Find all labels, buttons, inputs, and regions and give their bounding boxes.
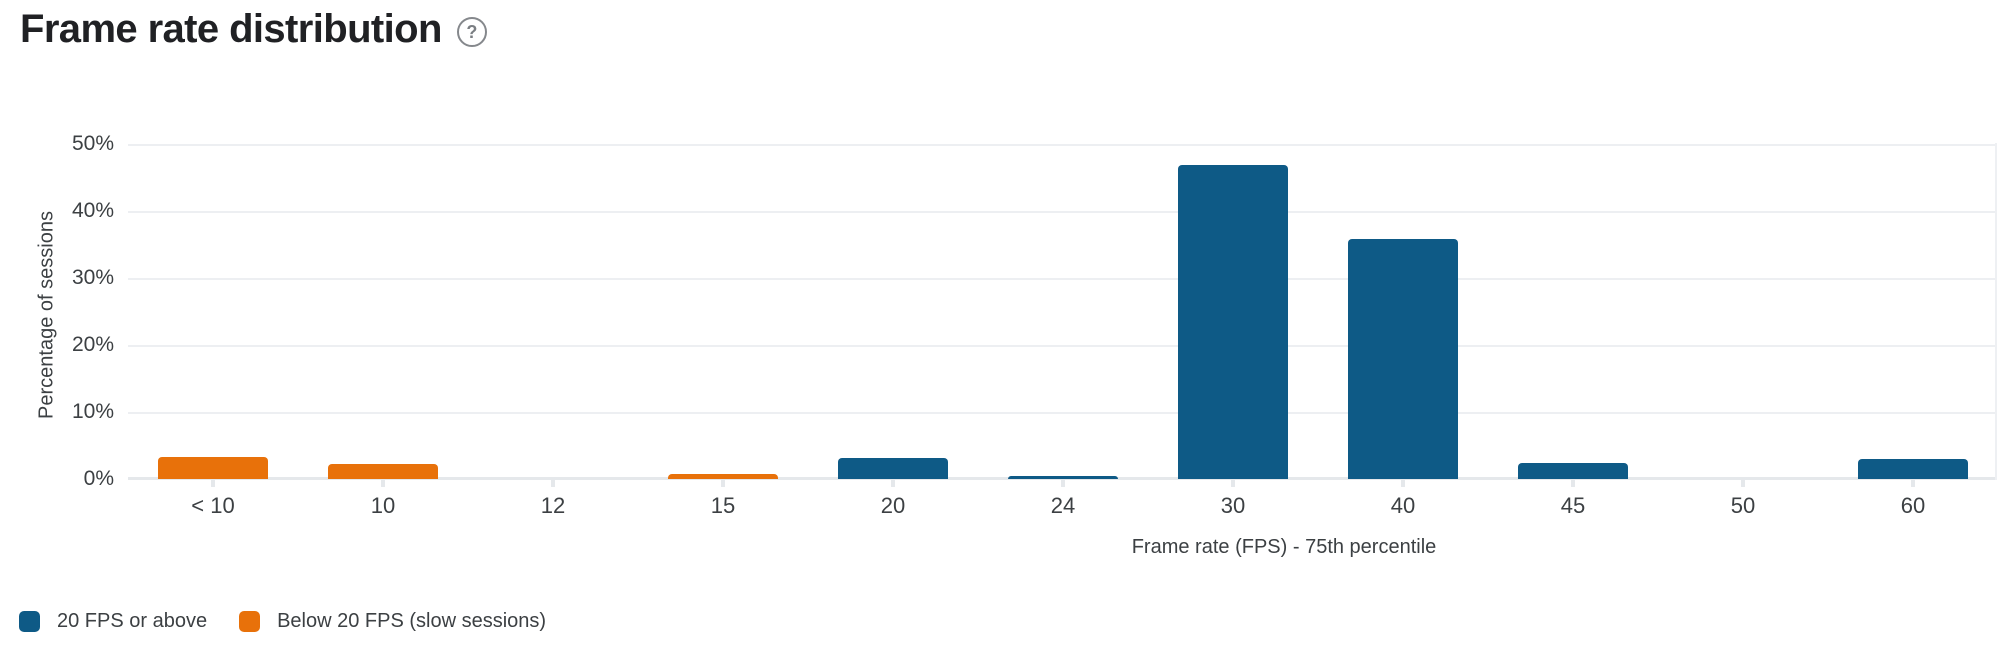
x-axis-title: Frame rate (FPS) - 75th percentile (1131, 536, 1437, 558)
x-tick-label: 15 (710, 493, 736, 518)
bar-24[interactable] (1008, 476, 1118, 479)
x-axis-tick (891, 480, 895, 487)
x-tick-label: 12 (540, 493, 566, 518)
plot-right-border (1995, 143, 1997, 480)
y-axis-title: Percentage of sessions (35, 211, 58, 419)
bar-40[interactable] (1348, 239, 1458, 479)
legend-label: 20 FPS or above (57, 610, 208, 632)
bar-10[interactable] (328, 464, 438, 479)
page-title: Frame rate distribution (20, 7, 442, 51)
legend-item: 20 FPS or above (19, 610, 207, 633)
bar-45[interactable] (1518, 463, 1628, 479)
y-tick-label: 20% (71, 332, 114, 356)
legend-label: Below 20 FPS (slow sessions) (277, 610, 547, 632)
x-axis-tick (551, 480, 555, 487)
y-tick-label: 10% (71, 399, 114, 423)
y-grid-line (128, 411, 1997, 414)
x-axis-tick (1401, 480, 1405, 487)
y-grid-line (128, 143, 1997, 146)
chart-legend: 20 FPS or above Below 20 FPS (slow sessio… (19, 610, 546, 633)
x-axis-tick (721, 480, 725, 487)
bar-30[interactable] (1178, 165, 1288, 479)
legend-swatch-icon (19, 611, 40, 632)
help-icon[interactable]: ? (456, 17, 487, 47)
legend-swatch-icon (239, 611, 261, 632)
x-axis-tick (1231, 480, 1235, 487)
bar-15[interactable] (668, 474, 778, 479)
question-mark-glyph: ? (466, 21, 478, 42)
panel-header: Frame rate distribution ? (20, 6, 487, 52)
x-tick-label: 50 (1730, 493, 1756, 518)
x-axis-tick (211, 480, 215, 487)
x-tick-label: 10 (370, 493, 396, 518)
x-axis-tick (1061, 480, 1065, 487)
y-grid-line (128, 277, 1997, 280)
x-tick-label: 45 (1560, 493, 1586, 518)
y-tick-label: 50% (71, 131, 114, 155)
x-tick-label: < 10 (191, 493, 235, 518)
legend-item: Below 20 FPS (slow sessions) (239, 610, 546, 633)
x-tick-label: 30 (1220, 493, 1246, 518)
x-tick-label: 20 (880, 493, 906, 518)
y-grid-line (128, 210, 1997, 213)
y-tick-label: 0% (83, 467, 114, 491)
y-grid-line (128, 344, 1997, 347)
bar-10[interactable] (158, 457, 268, 479)
x-tick-label: 24 (1050, 493, 1076, 518)
x-axis-tick (1741, 480, 1745, 487)
bar-20[interactable] (838, 458, 948, 479)
x-axis-tick (1571, 480, 1575, 487)
x-axis-tick (381, 480, 385, 487)
x-axis-tick (1911, 480, 1915, 487)
y-tick-label: 40% (71, 198, 114, 222)
y-tick-label: 30% (71, 265, 114, 289)
x-tick-label: 40 (1390, 493, 1416, 518)
x-tick-label: 60 (1900, 493, 1926, 518)
bar-60[interactable] (1858, 459, 1968, 479)
